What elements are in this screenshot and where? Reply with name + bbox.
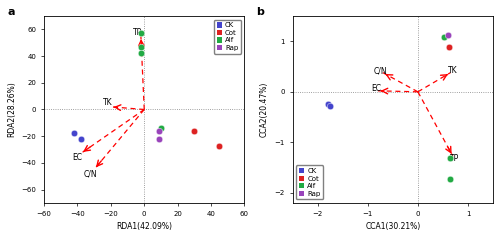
Text: EC: EC xyxy=(371,84,381,93)
Text: C/N: C/N xyxy=(84,169,98,178)
Text: b: b xyxy=(256,7,264,17)
Text: TP: TP xyxy=(133,28,142,37)
X-axis label: RDA1(42.09%): RDA1(42.09%) xyxy=(116,222,172,231)
Point xyxy=(440,35,448,39)
Text: a: a xyxy=(8,7,16,17)
Point xyxy=(216,144,224,147)
Point xyxy=(156,129,164,133)
Point xyxy=(190,129,198,133)
Point xyxy=(324,103,332,106)
Point xyxy=(70,132,78,135)
Point xyxy=(77,137,85,141)
Text: C/N: C/N xyxy=(374,66,388,75)
Point xyxy=(445,45,453,49)
Point xyxy=(156,137,164,141)
Text: TP: TP xyxy=(450,154,460,163)
Text: TK: TK xyxy=(102,98,113,107)
Text: EC: EC xyxy=(72,153,83,162)
Point xyxy=(157,126,165,130)
Point xyxy=(137,32,145,35)
Point xyxy=(446,177,454,181)
Legend: CK, Cot, Alf, Rap: CK, Cot, Alf, Rap xyxy=(214,20,241,54)
Point xyxy=(446,157,454,160)
Text: TK: TK xyxy=(448,66,458,75)
Y-axis label: RDA2(28.26%): RDA2(28.26%) xyxy=(7,82,16,137)
Y-axis label: CCA2(20.47%): CCA2(20.47%) xyxy=(260,82,269,137)
Point xyxy=(326,104,334,108)
Point xyxy=(137,52,145,55)
Legend: CK, Cot, Alf, Rap: CK, Cot, Alf, Rap xyxy=(296,165,323,199)
X-axis label: CCA1(30.21%): CCA1(30.21%) xyxy=(365,222,420,231)
Point xyxy=(137,45,145,49)
Point xyxy=(444,33,452,37)
